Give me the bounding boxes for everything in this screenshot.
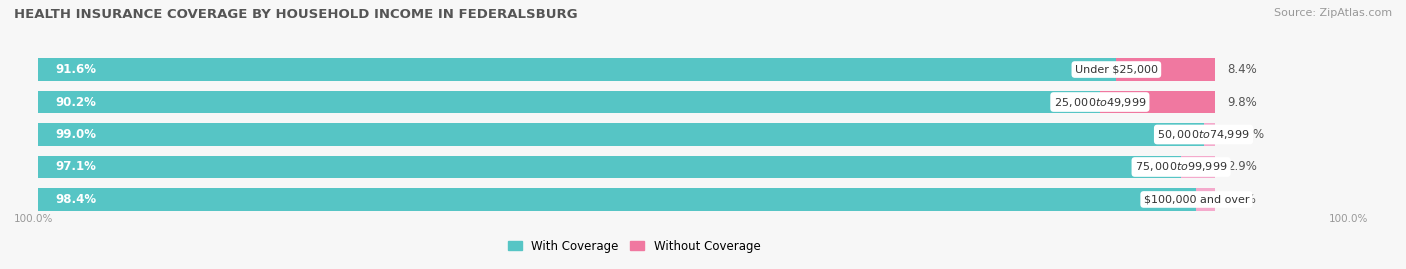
Text: $50,000 to $74,999: $50,000 to $74,999 — [1157, 128, 1250, 141]
Text: $75,000 to $99,999: $75,000 to $99,999 — [1135, 161, 1227, 174]
Bar — [38, 91, 1099, 113]
Bar — [38, 91, 1215, 113]
Text: 1.6%: 1.6% — [1227, 193, 1257, 206]
Text: 100.0%: 100.0% — [1329, 214, 1368, 224]
Text: 2.9%: 2.9% — [1227, 161, 1257, 174]
Bar — [1204, 123, 1215, 146]
Text: Under $25,000: Under $25,000 — [1074, 65, 1159, 75]
Text: 8.4%: 8.4% — [1227, 63, 1257, 76]
Legend: With Coverage, Without Coverage: With Coverage, Without Coverage — [508, 240, 761, 253]
Bar — [38, 188, 1197, 211]
Bar — [1099, 91, 1215, 113]
Text: 9.8%: 9.8% — [1227, 95, 1257, 108]
Bar — [1197, 188, 1215, 211]
Text: 99.0%: 99.0% — [55, 128, 96, 141]
Bar — [38, 156, 1181, 178]
Text: 98.4%: 98.4% — [55, 193, 97, 206]
Text: 91.6%: 91.6% — [55, 63, 96, 76]
Bar — [38, 123, 1215, 146]
Bar — [1116, 58, 1215, 81]
Text: 90.2%: 90.2% — [55, 95, 96, 108]
Text: HEALTH INSURANCE COVERAGE BY HOUSEHOLD INCOME IN FEDERALSBURG: HEALTH INSURANCE COVERAGE BY HOUSEHOLD I… — [14, 8, 578, 21]
Bar — [38, 188, 1215, 211]
Bar — [38, 156, 1215, 178]
Text: $25,000 to $49,999: $25,000 to $49,999 — [1053, 95, 1146, 108]
Bar — [38, 58, 1215, 81]
Bar — [38, 58, 1116, 81]
Bar — [38, 123, 1204, 146]
Text: 97.1%: 97.1% — [55, 161, 96, 174]
Text: 0.98%: 0.98% — [1227, 128, 1264, 141]
Bar — [1181, 156, 1215, 178]
Text: $100,000 and over: $100,000 and over — [1143, 194, 1249, 204]
Text: 100.0%: 100.0% — [14, 214, 53, 224]
Text: Source: ZipAtlas.com: Source: ZipAtlas.com — [1274, 8, 1392, 18]
